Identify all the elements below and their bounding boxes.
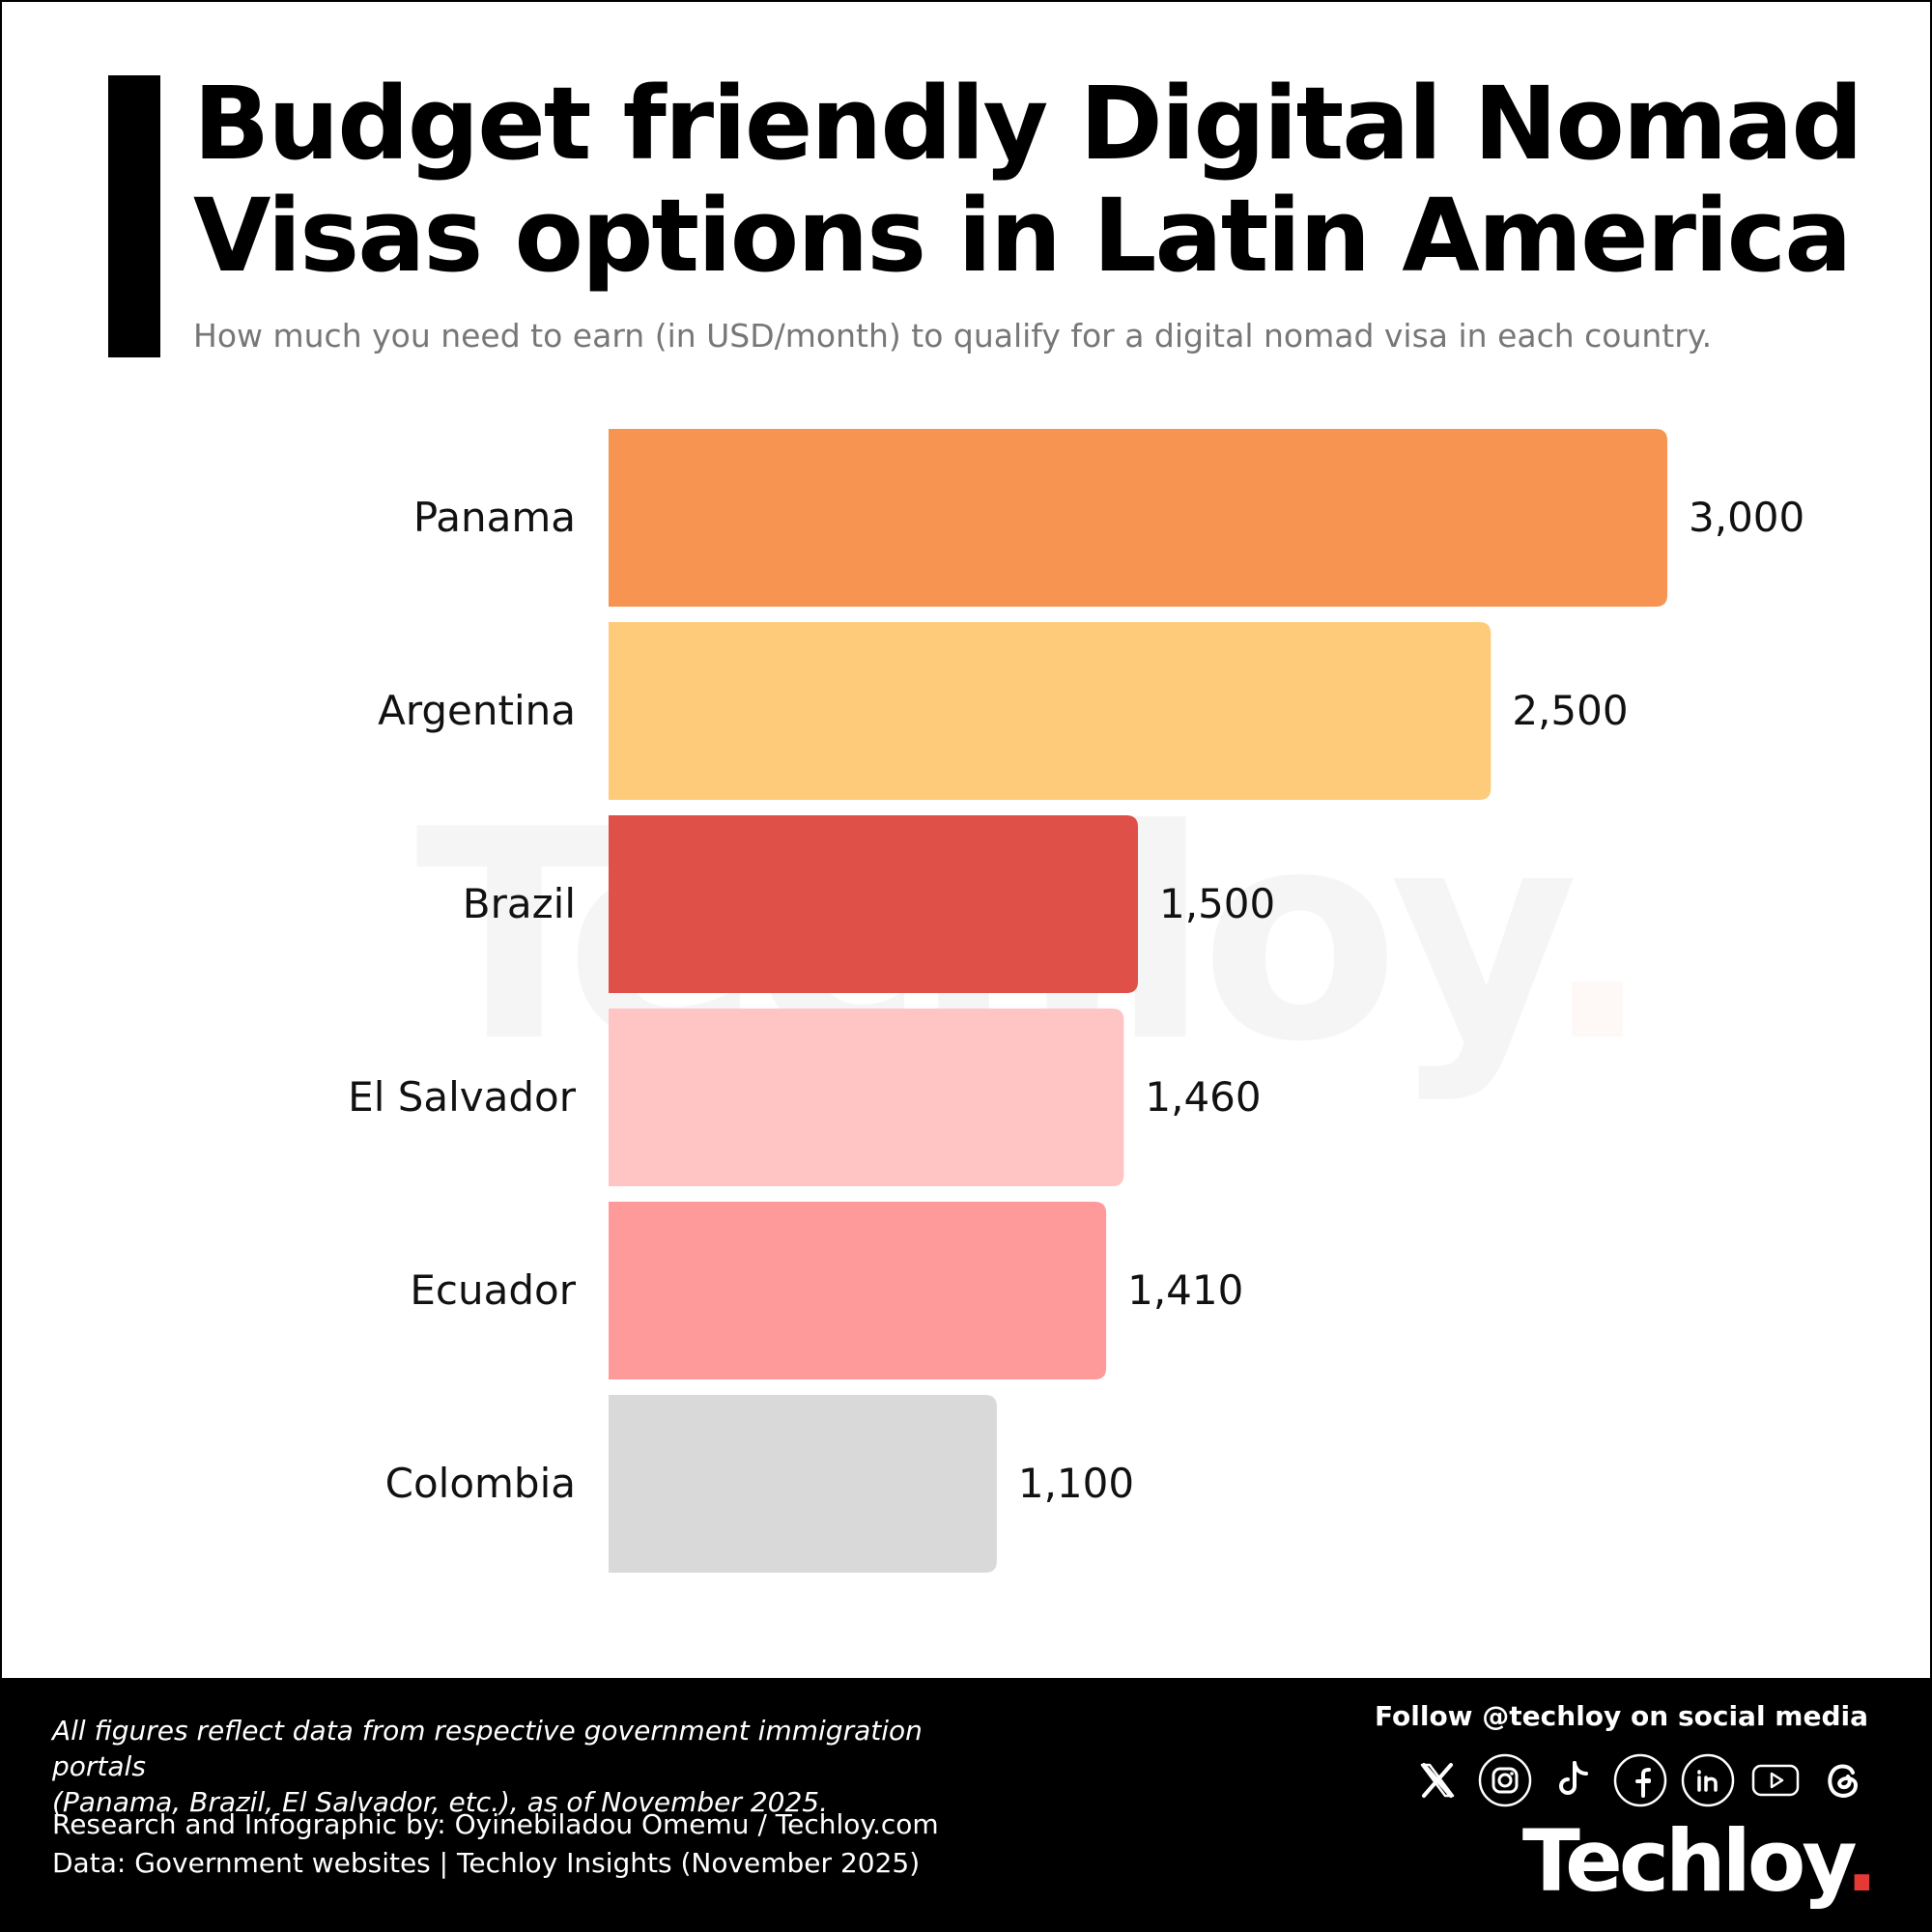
bar-panama [609, 429, 1667, 607]
title-accent-bar [108, 75, 160, 357]
footer-note: All figures reflect data from respective… [52, 1713, 1018, 1820]
category-label: Argentina [378, 687, 576, 734]
bar-colombia [609, 1395, 997, 1573]
value-label: 3,000 [1689, 494, 1804, 541]
bar-brazil [609, 815, 1138, 993]
value-label: 1,500 [1159, 880, 1275, 927]
page-subtitle: How much you need to earn (in USD/month)… [193, 317, 1713, 355]
content-frame [0, 0, 1932, 1680]
brand-dot: . [1845, 1811, 1878, 1911]
bar-ecuador [609, 1202, 1107, 1379]
facebook-icon[interactable] [1611, 1751, 1669, 1809]
brand-text: Techloy [1521, 1811, 1850, 1911]
linkedin-icon[interactable] [1679, 1751, 1737, 1809]
category-label: Panama [413, 494, 576, 541]
social-icons [1408, 1751, 1872, 1809]
x-icon[interactable] [1408, 1751, 1466, 1809]
page-title: Budget friendly Digital Nomad Visas opti… [193, 68, 1893, 292]
category-label: El Salvador [348, 1073, 577, 1121]
threads-icon[interactable] [1814, 1751, 1872, 1809]
title-line-2: Visas options in Latin America [193, 177, 1852, 295]
value-label: 1,460 [1145, 1073, 1261, 1121]
value-label: 1,410 [1127, 1266, 1243, 1314]
bar-el-salvador [609, 1009, 1124, 1186]
value-label: 2,500 [1512, 687, 1628, 734]
research-credit: Research and Infographic by: Oyinebilado… [52, 1808, 939, 1840]
bar-chart: Panama 3,000 Argentina 2,500 Brazil 1,500 El S… [348, 429, 1804, 1573]
data-source: Data: Government websites | Techloy Insi… [52, 1847, 921, 1879]
value-label: 1,100 [1018, 1460, 1134, 1507]
category-label: Ecuador [410, 1266, 576, 1314]
footer-note-line-2: (Panama, Brazil, El Salvador, etc.), as … [52, 1786, 828, 1818]
tiktok-icon[interactable] [1544, 1751, 1602, 1809]
footer-credits: Research and Infographic by: Oyinebilado… [52, 1805, 939, 1883]
category-label: Brazil [463, 880, 576, 927]
youtube-icon[interactable] [1747, 1751, 1804, 1809]
title-line-1: Budget friendly Digital Nomad [193, 65, 1863, 183]
instagram-icon[interactable] [1476, 1751, 1534, 1809]
footer: All figures reflect data from respective… [0, 1678, 1932, 1932]
techloy-logo: Techloy. [1521, 1811, 1878, 1911]
follow-text: Follow @techloy on social media [1375, 1700, 1868, 1732]
footer-note-line-1: All figures reflect data from respective… [52, 1715, 923, 1782]
category-label: Colombia [385, 1460, 576, 1507]
bar-argentina [609, 622, 1492, 800]
